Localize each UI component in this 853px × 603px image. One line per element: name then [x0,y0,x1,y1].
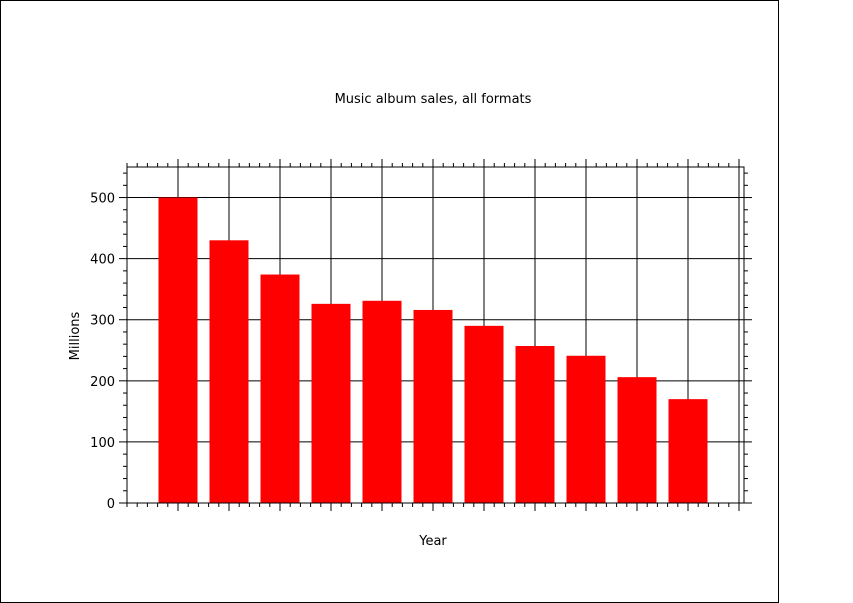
bar [464,325,504,503]
bar [668,399,708,503]
bar [209,240,249,504]
x-axis-label: Year [418,534,447,549]
bar [515,345,555,503]
y-tick-label: 500 [90,192,115,207]
y-tick-label: 400 [90,253,115,268]
axes: 0 100 200 300 400 500 [90,159,752,512]
bar [311,303,351,503]
y-tick-label: 100 [90,436,115,451]
bar [158,197,198,503]
bar [413,309,453,503]
y-tick-label: 0 [107,497,115,512]
bar-chart: Music album sales, all formats Year Mill… [68,92,752,549]
chart-frame: Music album sales, all formats Year Mill… [0,0,779,603]
y-tick-label: 200 [90,375,115,390]
chart-title: Music album sales, all formats [335,92,532,107]
bar [362,300,402,503]
bars [158,197,708,504]
bar [260,274,300,503]
bar [617,377,657,503]
plot-frame [126,166,745,504]
y-axis-label: Millions [68,311,83,360]
bar [566,355,606,503]
y-tick-label: 300 [90,314,115,329]
